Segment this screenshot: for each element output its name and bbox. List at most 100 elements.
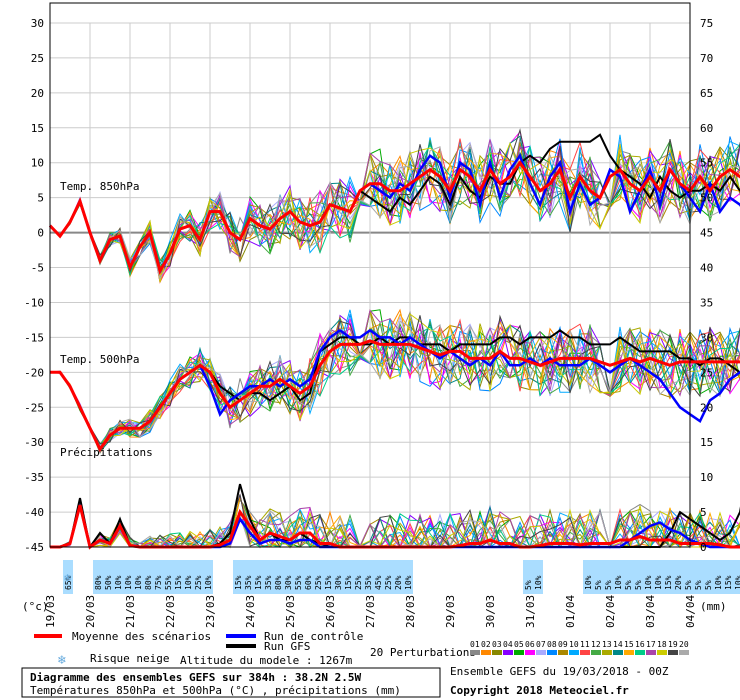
perturbation-swatch — [602, 650, 612, 655]
legend-mean-label: Moyenne des scénarios — [72, 630, 211, 643]
perturbation-swatch — [569, 650, 579, 655]
perturbation-swatch — [492, 650, 502, 655]
snow-risk-cell — [283, 560, 293, 594]
perturbation-swatch — [514, 650, 524, 655]
snow-risk-cell — [653, 560, 663, 594]
snow-risk-cell — [343, 560, 353, 594]
snow-risk-label: 25% — [314, 575, 323, 590]
snow-risk-label: 15% — [234, 575, 243, 590]
snow-risk-label: 80% — [144, 575, 153, 590]
x-tick-label: 20/03 — [84, 595, 97, 628]
snow-risk-cell — [373, 560, 383, 594]
label-t850: Temp. 850hPa — [60, 180, 139, 193]
snow-risk-cell — [613, 560, 623, 594]
left-tick-label: 30 — [31, 17, 44, 30]
snow-risk-cell — [193, 560, 203, 594]
right-tick-label: 45 — [700, 227, 713, 240]
x-tick-label: 28/03 — [404, 595, 417, 628]
left-tick-label: -15 — [24, 331, 44, 344]
snow-risk-label: 15% — [324, 575, 333, 590]
snow-risk-label: 10% — [534, 575, 543, 590]
perturbation-swatch — [624, 650, 634, 655]
snow-risk-cell — [403, 560, 413, 594]
snow-risk-label: 10% — [644, 575, 653, 590]
legend-perturbations-label: 20 Perturbations — [370, 646, 476, 659]
snow-risk-cell — [693, 560, 703, 594]
title-box — [21, 667, 441, 698]
snow-risk-cell — [713, 560, 723, 594]
perturbation-id: 12 — [591, 640, 601, 649]
perturbation-id: 19 — [668, 640, 678, 649]
perturbation-line — [49, 320, 740, 453]
perturbation-id: 10 — [569, 640, 579, 649]
perturbation-line — [49, 309, 740, 450]
left-tick-label: 5 — [37, 192, 44, 205]
right-tick-label: 5 — [700, 506, 707, 519]
perturbation-swatch — [646, 650, 656, 655]
perturbation-id: 20 — [679, 640, 689, 649]
legend-control-label: Run de contrôle — [264, 630, 363, 643]
snow-risk-cell — [593, 560, 603, 594]
snow-risk-cell — [353, 560, 363, 594]
snow-risk-label: 60% — [304, 575, 313, 590]
perturbation-id: 02 — [481, 640, 491, 649]
snow-risk-label: 80% — [94, 575, 103, 590]
perturbation-swatch — [613, 650, 623, 655]
left-tick-label: 15 — [31, 122, 44, 135]
snow-risk-label: 10% — [404, 575, 413, 590]
snow-risk-label: 15% — [724, 575, 733, 590]
perturbation-id: 16 — [635, 640, 645, 649]
snow-risk-cell — [123, 560, 133, 594]
snow-risk-cell — [663, 560, 673, 594]
left-tick-label: 0 — [37, 227, 44, 240]
perturbation-id: 08 — [547, 640, 557, 649]
perturbation-id: 07 — [536, 640, 546, 649]
snow-risk-cell — [393, 560, 403, 594]
snow-risk-label: 5% — [634, 580, 643, 590]
snow-risk-label: 10% — [584, 575, 593, 590]
x-tick-label: 01/04 — [564, 595, 577, 628]
snow-risk-cell — [203, 560, 213, 594]
chart-subtitle: Températures 850hPa et 500hPa (°C) , pré… — [30, 684, 401, 697]
right-tick-label: 30 — [700, 331, 713, 344]
perturbation-id: 05 — [514, 640, 524, 649]
legend-altitude: Altitude du modele : 1267m — [180, 654, 353, 667]
snow-risk-label: 30% — [334, 575, 343, 590]
snow-risk-label: 5% — [524, 580, 533, 590]
perturbation-id: 06 — [525, 640, 535, 649]
mean-line — [48, 160, 740, 275]
perturbation-line — [49, 142, 740, 280]
right-tick-label: 40 — [700, 262, 713, 275]
perturbation-swatch — [525, 650, 535, 655]
right-tick-label: 10 — [700, 471, 713, 484]
perturbation-swatch — [547, 650, 557, 655]
left-tick-label: -10 — [24, 296, 44, 309]
perturbation-id: 18 — [657, 640, 667, 649]
snow-risk-cell — [643, 560, 653, 594]
snow-risk-cell — [63, 560, 73, 594]
left-tick-label: -25 — [24, 401, 44, 414]
right-tick-label: 60 — [700, 122, 713, 135]
snow-risk-cell — [523, 560, 533, 594]
snow-risk-band: 65% 80% 50% 10% 10% 10% 80% 75% 55% 15% 10% 25% 10% 1… — [63, 560, 740, 594]
snow-risk-label: 10% — [204, 575, 213, 590]
left-axis-unit: (°c) — [22, 600, 49, 613]
snow-risk-cell — [143, 560, 153, 594]
right-tick-label: 0 — [700, 541, 707, 554]
snow-risk-cell — [533, 560, 543, 594]
right-tick-label: 50 — [700, 192, 713, 205]
snow-risk-cell — [733, 560, 740, 594]
snow-risk-label: 25% — [384, 575, 393, 590]
perturbation-line — [49, 309, 740, 454]
x-tick-label: 21/03 — [124, 595, 137, 628]
perturbation-swatch — [481, 650, 491, 655]
right-tick-label: 65 — [700, 87, 713, 100]
snow-risk-cell — [703, 560, 713, 594]
perturbation-line — [49, 309, 740, 446]
mean-line — [50, 339, 740, 453]
perturbation-swatch — [635, 650, 645, 655]
snow-risk-cell — [253, 560, 263, 594]
x-tick-label: 22/03 — [164, 595, 177, 628]
perturbation-id: 17 — [646, 640, 656, 649]
ensemble-date: Ensemble GEFS du 19/03/2018 - 00Z — [450, 665, 669, 678]
